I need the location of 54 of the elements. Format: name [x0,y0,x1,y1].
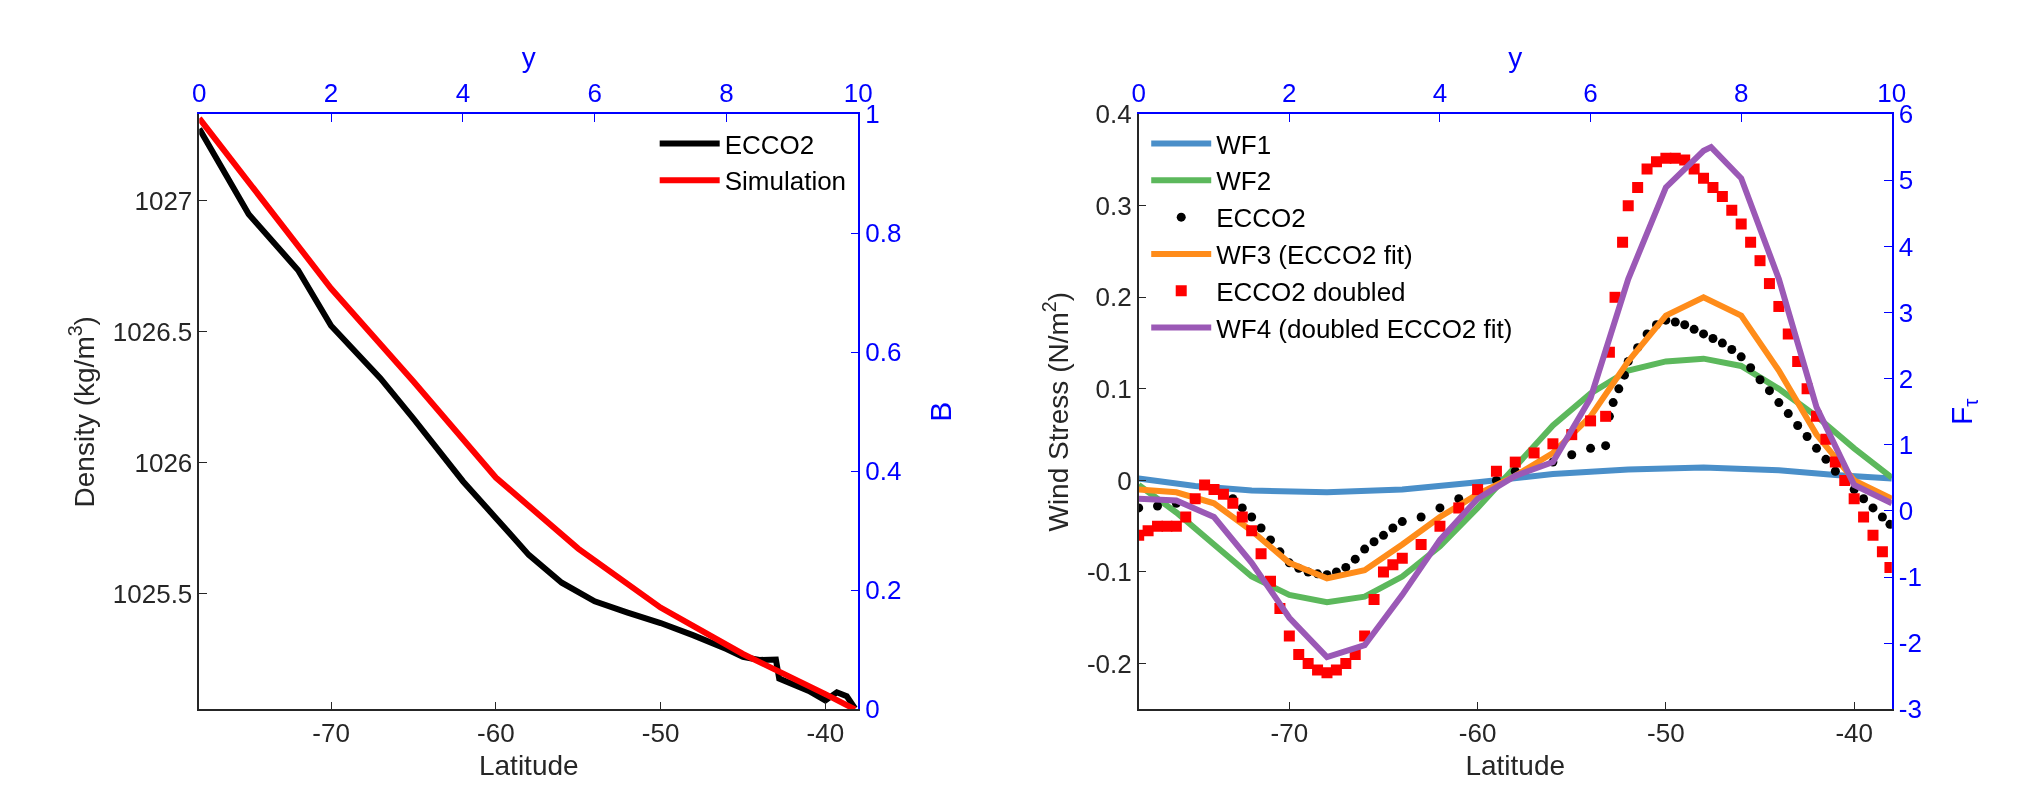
x2-tick-label: 8 [719,78,734,109]
x-tick-label: -50 [641,718,680,749]
y2-tick-label: 0 [865,694,880,725]
legend-label: ECCO2 doubled [1216,276,1406,307]
x2-tick-label: 6 [1583,78,1598,109]
y2-tick-label: 0 [1898,496,1914,527]
x2-tick-label: 2 [323,78,339,109]
x-axis-title: Latitude [478,749,579,781]
x-tick-label: -60 [1458,718,1497,749]
y2-tick-label: 5 [1898,165,1914,196]
legend-label: WF3 (ECCO2 fit) [1216,240,1413,271]
y2-axis-title: B [924,401,958,422]
y-tick-label: -0.2 [1086,648,1132,679]
x2-axis-title: y [1508,42,1523,74]
x-tick-label: -70 [312,718,350,749]
y-tick-label: 0.2 [1095,282,1132,313]
y2-tick-label: 0.8 [865,218,902,249]
x-tick-label: -40 [1835,718,1873,749]
x-tick-label: -60 [477,718,515,749]
legend-label: Simulation [724,166,847,197]
x-axis-title: Latitude [1465,749,1566,781]
y-tick-label: 1026.5 [112,316,193,347]
x-tick-label: -50 [1647,718,1685,749]
y-tick-label: 0.1 [1095,373,1132,404]
x2-axis-title: y [521,42,536,74]
y-tick-label: 1027 [134,185,193,216]
x2-tick-label: 6 [587,78,602,109]
y2-tick-label: -2 [1898,628,1922,659]
x2-tick-label: 2 [1282,78,1297,109]
x-tick-label: -40 [806,718,845,749]
x2-tick-label: 4 [455,78,471,109]
legend-label: WF1 [1216,129,1272,160]
x2-tick-label: 8 [1733,78,1749,109]
legend-label: ECCO2 [1216,203,1306,234]
y2-tick-label: 0.6 [865,337,902,368]
y-tick-label: 1025.5 [112,579,193,610]
y2-tick-label: 1 [1898,429,1914,460]
y2-tick-label: 3 [1898,297,1914,328]
y2-tick-label: 0.2 [865,575,902,606]
x-tick-label: -70 [1270,718,1309,749]
y-tick-label: -0.1 [1086,557,1132,588]
y2-tick-label: -3 [1898,694,1922,725]
y-tick-label: 0 [1117,465,1132,496]
y-tick-label: 0.4 [1095,99,1132,130]
legend-label: ECCO2 [724,129,815,160]
y2-tick-label: -1 [1898,562,1922,593]
legend-label: WF2 [1216,166,1272,197]
legend-label: WF4 (doubled ECCO2 fit) [1216,313,1513,344]
y2-tick-label: 0.4 [865,456,902,487]
y-tick-label: 0.3 [1095,190,1132,221]
x2-tick-label: 4 [1432,78,1448,109]
y-tick-label: 1026 [134,447,193,478]
y2-tick-label: 4 [1898,231,1914,262]
y2-tick-label: 2 [1898,363,1914,394]
